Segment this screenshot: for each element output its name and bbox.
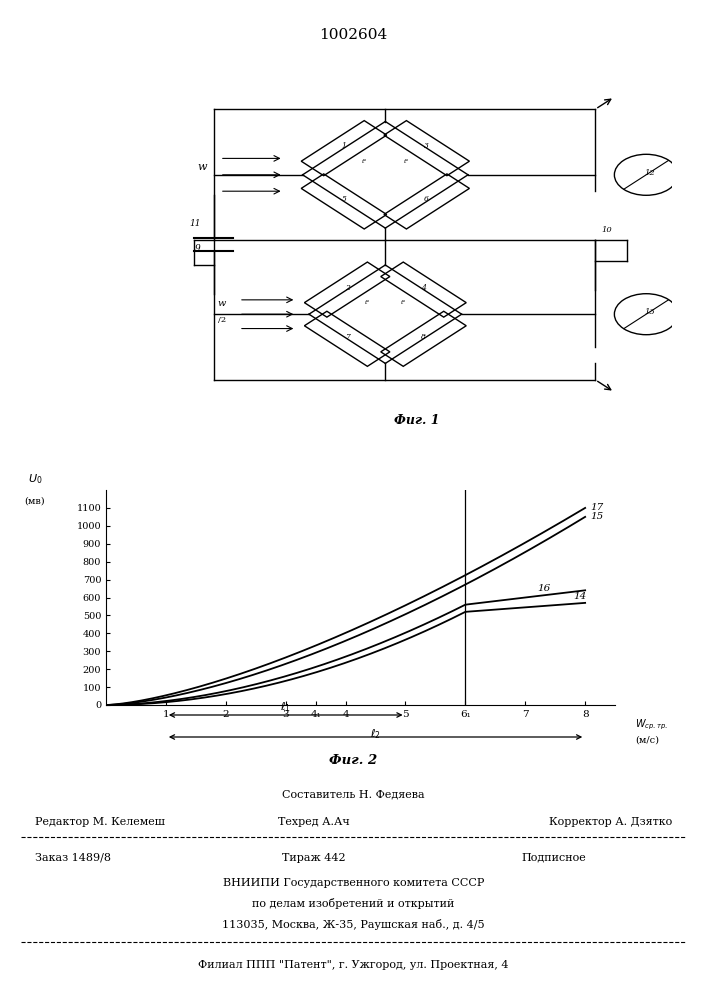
Text: 8: 8 <box>421 333 426 341</box>
Text: 1: 1 <box>341 142 346 150</box>
Text: Подписное: Подписное <box>521 853 586 863</box>
Text: t°: t° <box>404 159 409 164</box>
Text: $\ell_1$: $\ell_1$ <box>280 700 291 714</box>
Text: w: w <box>198 162 207 172</box>
Text: Заказ 1489/8: Заказ 1489/8 <box>35 853 110 863</box>
Text: Фиг. 1: Фиг. 1 <box>395 414 440 427</box>
Text: Техред А.Ач: Техред А.Ач <box>278 817 349 827</box>
Text: 12: 12 <box>644 169 655 177</box>
Text: 11: 11 <box>189 220 201 229</box>
Text: 17: 17 <box>590 503 603 512</box>
Text: $\ell_2$: $\ell_2$ <box>370 727 381 741</box>
Text: 5: 5 <box>341 195 346 203</box>
Text: 13: 13 <box>644 308 655 316</box>
Text: 1002604: 1002604 <box>320 28 387 42</box>
Text: w: w <box>218 299 226 308</box>
Text: t°: t° <box>361 159 367 164</box>
Text: 15: 15 <box>590 512 603 521</box>
Text: ВНИИПИ Государственного комитета СССР: ВНИИПИ Государственного комитета СССР <box>223 878 484 888</box>
Text: 2: 2 <box>345 284 349 292</box>
Text: 10: 10 <box>602 226 612 234</box>
Text: 9: 9 <box>195 244 201 253</box>
Text: Редактор М. Келемеш: Редактор М. Келемеш <box>35 817 165 827</box>
Text: Филиал ППП "Патент", г. Ужгород, ул. Проектная, 4: Филиал ППП "Патент", г. Ужгород, ул. Про… <box>198 960 509 970</box>
Text: $U_0$: $U_0$ <box>28 472 42 486</box>
Text: $W_{ср.тр.}$: $W_{ср.тр.}$ <box>636 718 668 732</box>
Text: 113035, Москва, Ж-35, Раушская наб., д. 4/5: 113035, Москва, Ж-35, Раушская наб., д. … <box>222 919 485 930</box>
Text: 6: 6 <box>424 195 429 203</box>
Text: Корректор А. Дзятко: Корректор А. Дзятко <box>549 817 672 827</box>
Text: 7: 7 <box>345 333 349 341</box>
Text: 3: 3 <box>424 142 429 150</box>
Text: Составитель Н. Федяева: Составитель Н. Федяева <box>282 790 425 800</box>
Text: (м/с): (м/с) <box>636 735 660 744</box>
Text: 16: 16 <box>537 584 551 593</box>
Text: /2: /2 <box>218 316 226 324</box>
Text: t°: t° <box>400 300 406 305</box>
Text: t°: t° <box>365 300 370 305</box>
Text: Фиг. 2: Фиг. 2 <box>329 754 378 766</box>
Text: по делам изобретений и открытий: по делам изобретений и открытий <box>252 898 455 909</box>
Text: 4: 4 <box>421 284 426 292</box>
Text: 14: 14 <box>573 592 586 601</box>
Text: Тираж 442: Тираж 442 <box>282 853 346 863</box>
Text: (мв): (мв) <box>25 496 45 505</box>
